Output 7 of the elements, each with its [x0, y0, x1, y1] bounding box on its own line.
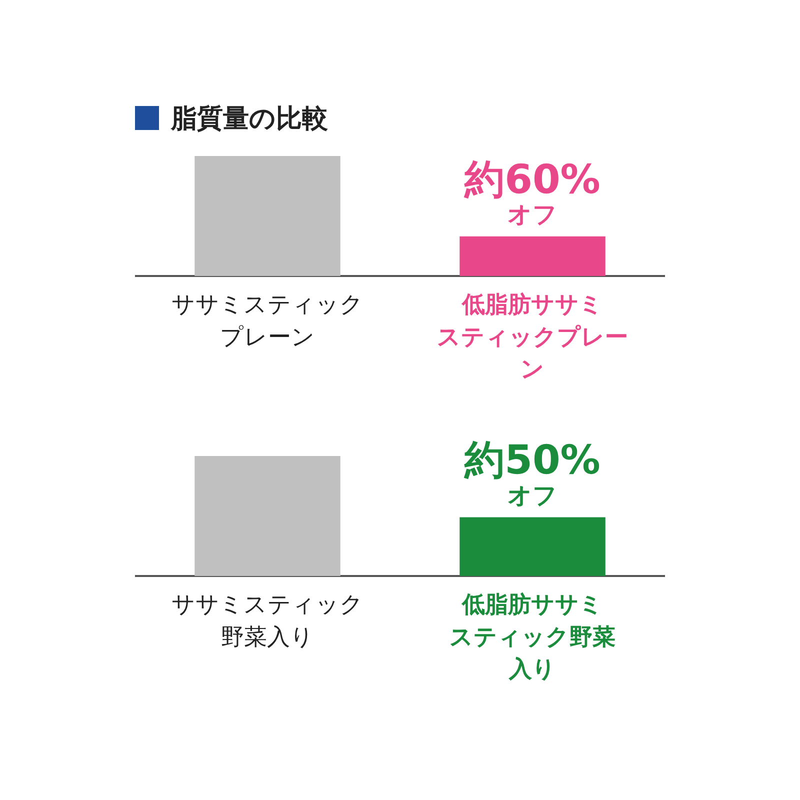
annotation: 約60%オフ — [464, 156, 600, 229]
x-tick-label: 低脂肪ササミスティック野菜入り — [450, 592, 616, 682]
x-tick-label: ササミスティック野菜入り — [172, 592, 364, 650]
x-tick-label: 低脂肪ササミスティックプレーン — [437, 292, 628, 382]
chart-title: 脂質量の比較 — [171, 102, 328, 136]
annotation: 約50%オフ — [464, 438, 600, 510]
x-tick-label: ササミスティックプレーン — [172, 292, 364, 350]
